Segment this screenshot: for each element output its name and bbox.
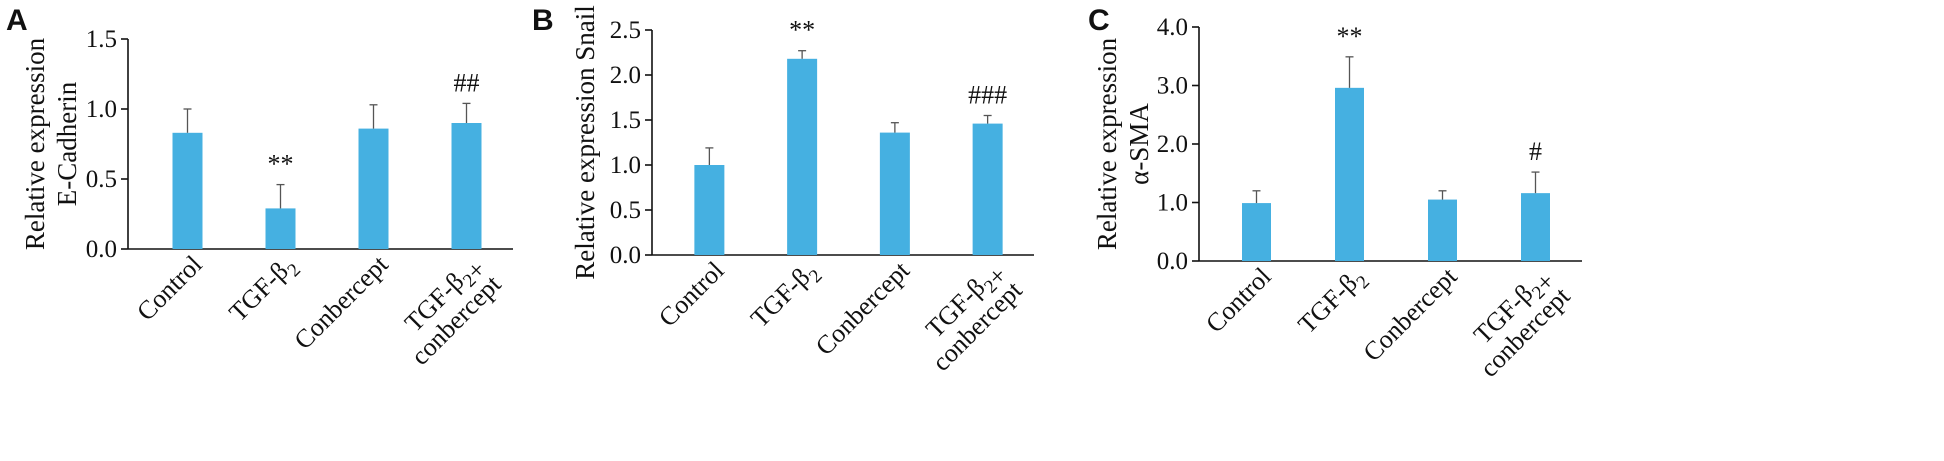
y-tick-label: 1.0 [86, 96, 117, 123]
y-tick-label: 1.5 [86, 26, 117, 53]
bar [265, 208, 296, 249]
x-tick-label: Conbercept [810, 255, 916, 361]
x-tick-label: Control [653, 256, 730, 333]
bar [1521, 193, 1550, 261]
bar [972, 123, 1003, 255]
significance-mark: ** [1337, 22, 1363, 51]
bar [1428, 199, 1457, 261]
y-axis-label: Relative expression Snail [570, 5, 600, 279]
y-tick-label: 0.0 [610, 242, 641, 269]
y-tick-label: 0.0 [1157, 248, 1188, 275]
x-tick-label: Control [131, 250, 208, 327]
panel-letter: A [6, 4, 28, 37]
y-axis-label: Relative expressionE-Cadherin [20, 37, 82, 250]
significance-mark: # [1529, 137, 1542, 166]
x-tick-label: TGF-β2+conbercept [907, 255, 1028, 376]
panel-letter: B [532, 4, 554, 37]
bar [694, 165, 725, 255]
bar [1242, 203, 1271, 261]
bar [1335, 87, 1364, 261]
y-tick-label: 1.5 [610, 107, 641, 134]
bar [451, 123, 482, 249]
y-axis-label: Relative expressionα-SMA [1092, 37, 1154, 250]
x-tick-label: TGF-β2+conbercept [1455, 261, 1576, 382]
bar [358, 128, 389, 249]
y-tick-label: 0.5 [86, 166, 117, 193]
y-tick-label: 2.0 [1157, 131, 1188, 158]
x-tick-label: TGF-β2 [223, 250, 305, 332]
y-tick-label: 0.5 [610, 197, 641, 224]
y-tick-label: 1.0 [610, 152, 641, 179]
x-tick-label: TGF-β2 [745, 256, 827, 338]
x-tick-label: Control [1200, 262, 1277, 339]
panel-letter: C [1088, 4, 1110, 37]
y-tick-label: 2.5 [610, 17, 641, 44]
y-tick-label: 0.0 [86, 236, 117, 263]
y-tick-label: 2.0 [610, 62, 641, 89]
bar [787, 58, 818, 255]
x-tick-label: TGF-β2 [1292, 262, 1374, 344]
bar [879, 132, 910, 255]
bar [172, 132, 203, 249]
x-tick-label: Conbercept [288, 249, 394, 355]
y-tick-label: 4.0 [1157, 14, 1188, 41]
significance-mark: ** [268, 150, 294, 179]
significance-mark: ** [789, 16, 815, 45]
y-tick-label: 1.0 [1157, 190, 1188, 217]
significance-mark: ## [454, 68, 480, 97]
x-tick-label: Conbercept [1357, 261, 1463, 367]
panel-b: B 0.0 0.5 1.0 1.5 2.0 2.5 Relative expression S… [532, 4, 1034, 377]
significance-mark: ### [968, 81, 1007, 110]
y-tick-label: 3.0 [1157, 73, 1188, 100]
x-tick-label: TGF-β2+conbercept [386, 249, 507, 370]
